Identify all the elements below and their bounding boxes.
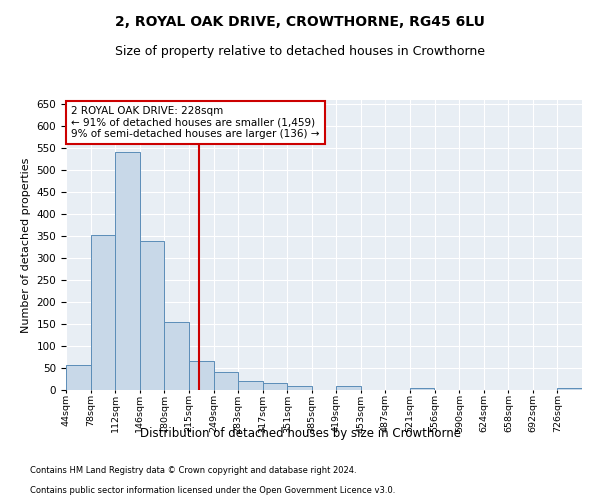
- Bar: [410, 388, 434, 390]
- Text: 2 ROYAL OAK DRIVE: 228sqm
← 91% of detached houses are smaller (1,459)
9% of sem: 2 ROYAL OAK DRIVE: 228sqm ← 91% of detac…: [71, 106, 320, 139]
- Y-axis label: Number of detached properties: Number of detached properties: [21, 158, 31, 332]
- Bar: [238, 381, 263, 390]
- Bar: [140, 242, 164, 390]
- Bar: [263, 384, 287, 390]
- Bar: [287, 386, 312, 390]
- Bar: [66, 365, 91, 390]
- Bar: [189, 362, 214, 390]
- Text: Distribution of detached houses by size in Crowthorne: Distribution of detached houses by size …: [139, 428, 461, 440]
- Bar: [91, 235, 115, 390]
- Bar: [557, 388, 582, 390]
- Bar: [214, 372, 238, 390]
- Text: Size of property relative to detached houses in Crowthorne: Size of property relative to detached ho…: [115, 45, 485, 58]
- Text: Contains HM Land Registry data © Crown copyright and database right 2024.: Contains HM Land Registry data © Crown c…: [30, 466, 356, 475]
- Bar: [115, 152, 140, 390]
- Bar: [164, 322, 188, 390]
- Text: Contains public sector information licensed under the Open Government Licence v3: Contains public sector information licen…: [30, 486, 395, 495]
- Bar: [336, 386, 361, 390]
- Text: 2, ROYAL OAK DRIVE, CROWTHORNE, RG45 6LU: 2, ROYAL OAK DRIVE, CROWTHORNE, RG45 6LU: [115, 15, 485, 29]
